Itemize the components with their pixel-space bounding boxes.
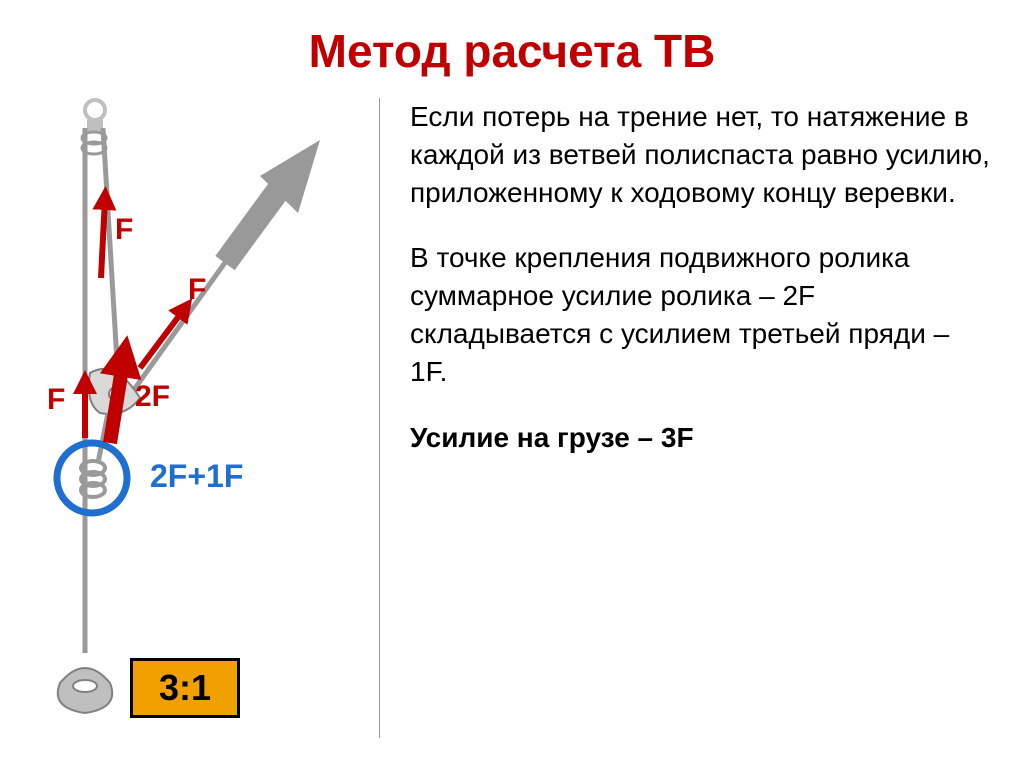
pull-arrow-icon xyxy=(225,140,320,263)
paragraph-2: В точке крепления подвижного ролика сумм… xyxy=(410,239,994,390)
label-f-left: F xyxy=(47,383,65,417)
diagram-area: F F F 2F 2F+1F 3:1 xyxy=(0,98,380,738)
text-area: Если потерь на трение нет, то натяжение … xyxy=(380,98,1024,738)
label-2f: 2F xyxy=(135,380,170,414)
anchor-plate xyxy=(87,118,103,132)
force-arrow-2f xyxy=(110,356,124,443)
ratio-box: 3:1 xyxy=(130,658,240,718)
anchor-icon xyxy=(85,100,105,120)
label-f-pull: F xyxy=(188,273,206,307)
paragraph-1: Если потерь на трение нет, то натяжение … xyxy=(410,98,994,211)
page-title: Метод расчета ТВ xyxy=(0,0,1024,78)
label-f-top: F xyxy=(115,213,133,247)
content-row: F F F 2F 2F+1F 3:1 Если потерь на трение… xyxy=(0,98,1024,738)
pulley-diagram xyxy=(0,98,380,738)
force-arrow-f-pull xyxy=(140,308,185,368)
force-arrow-f-top xyxy=(101,198,105,278)
label-formula: 2F+1F xyxy=(150,458,243,495)
ratio-text: 3:1 xyxy=(159,667,211,709)
paragraph-3: Усилие на грузе – 3F xyxy=(410,419,994,457)
highlight-circle xyxy=(57,443,127,513)
